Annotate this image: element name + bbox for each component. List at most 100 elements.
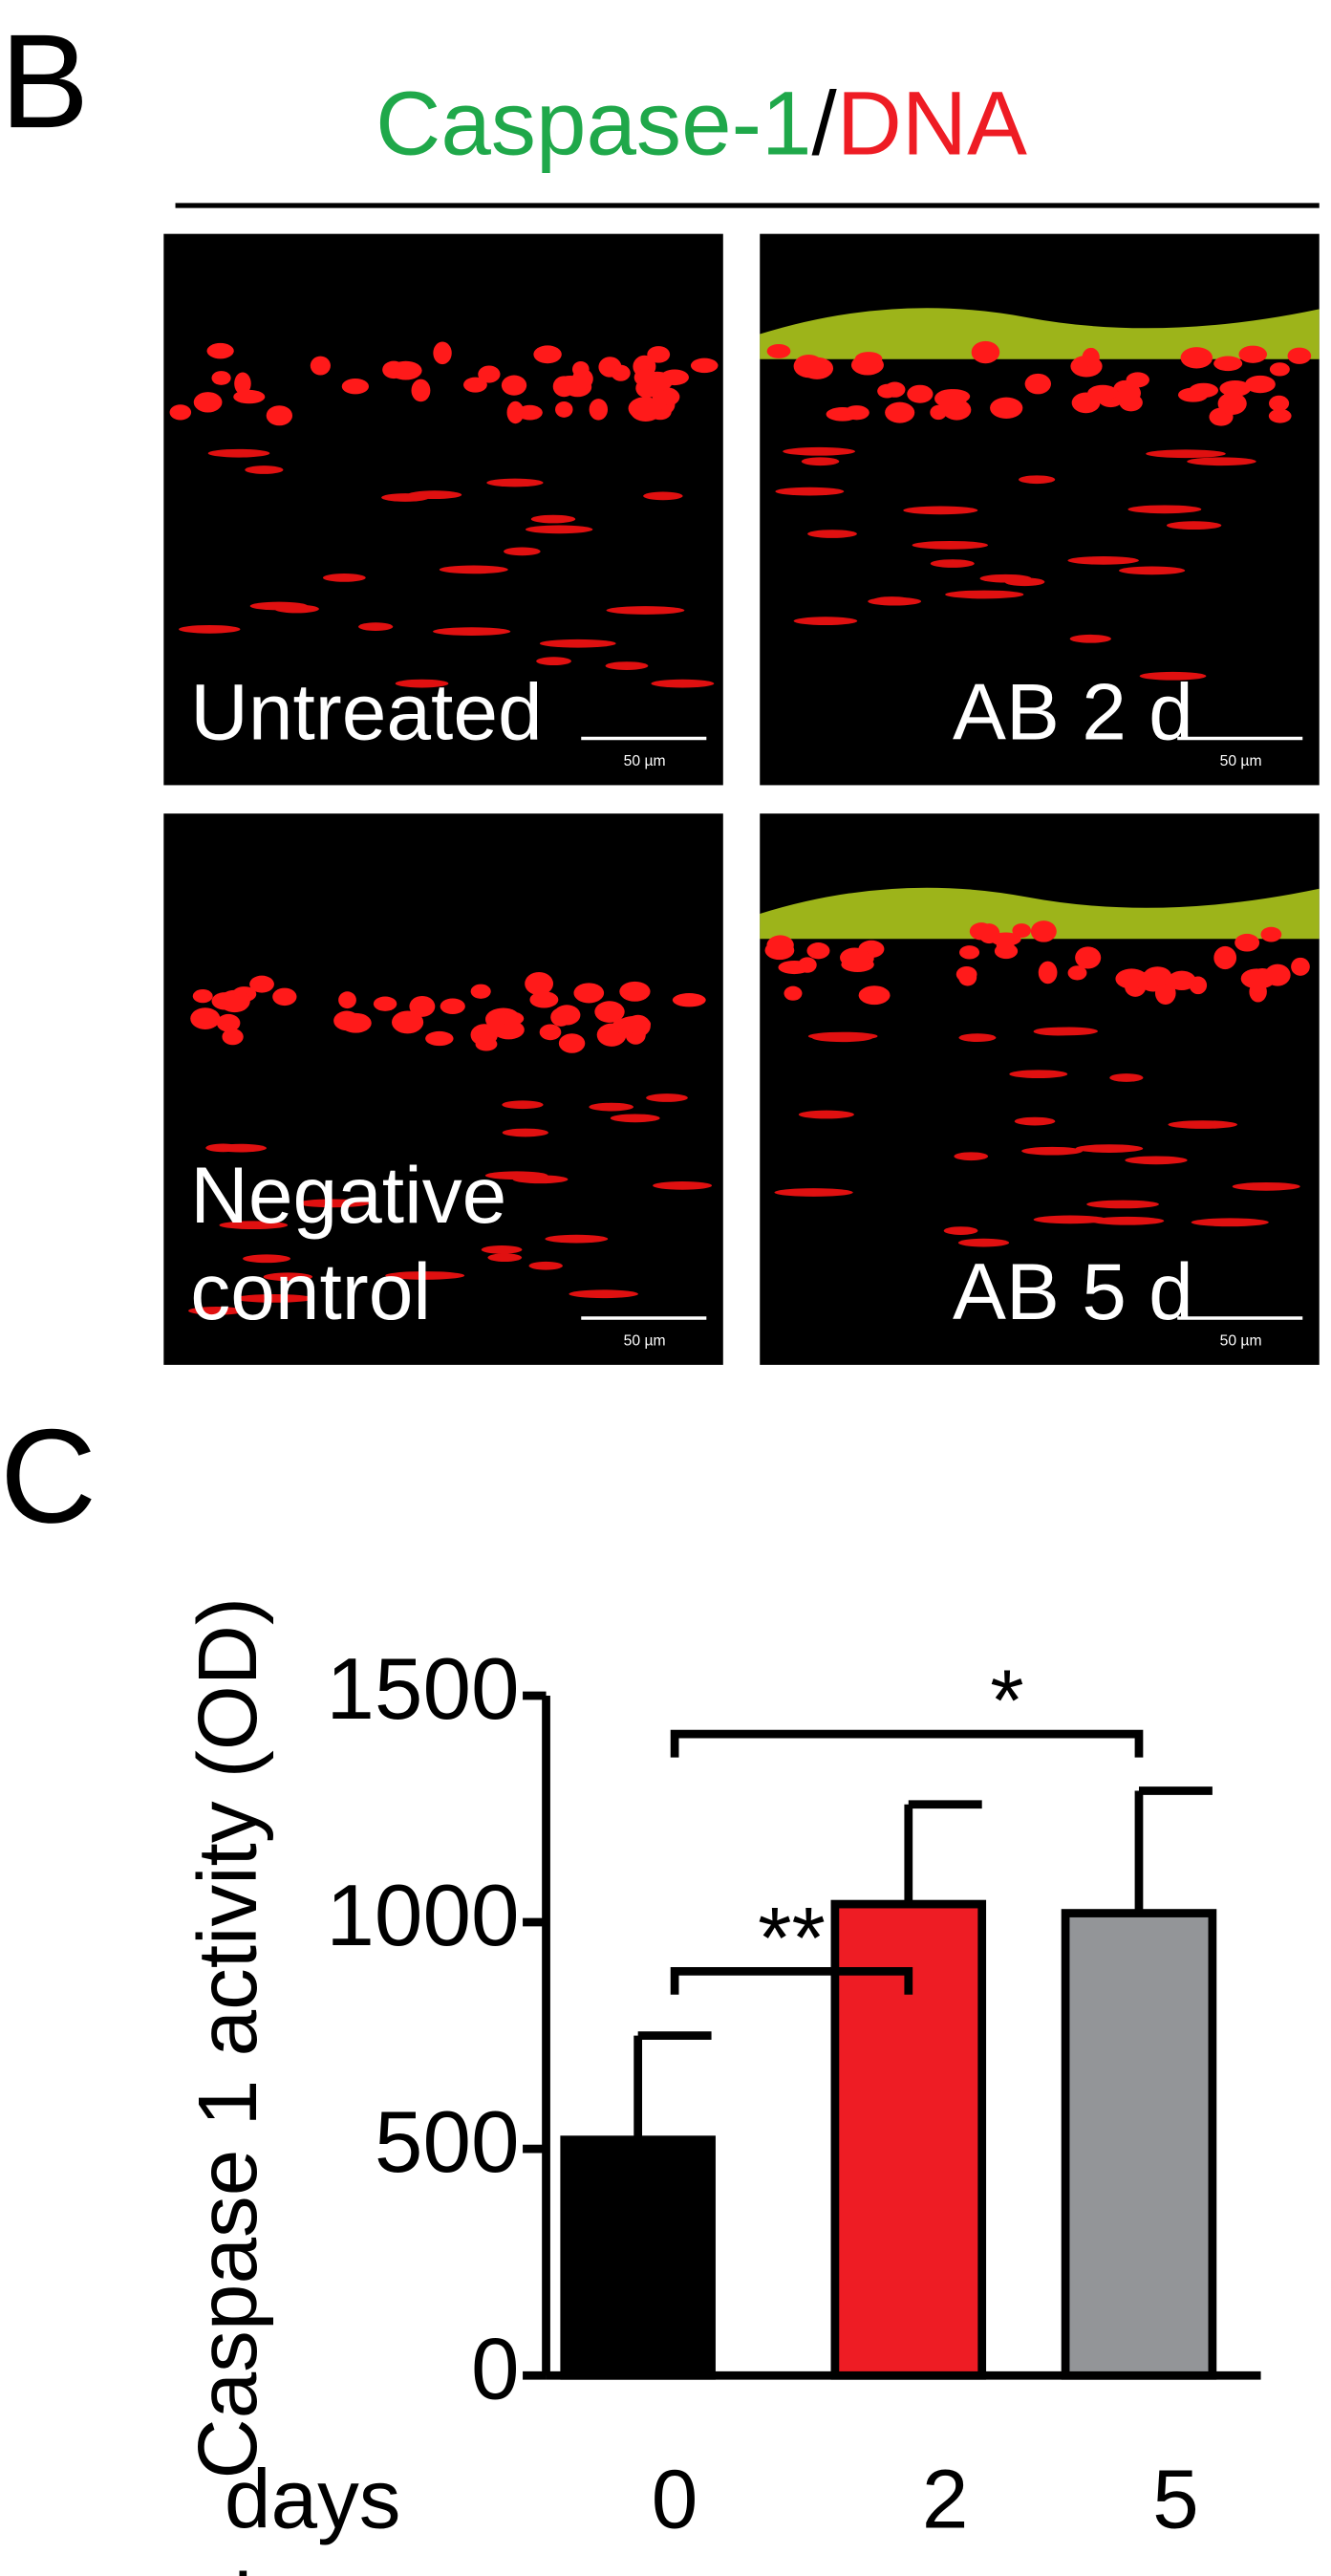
nucleus (395, 679, 449, 688)
significance-label: * (990, 1653, 1023, 1749)
bar (1061, 1909, 1217, 2380)
nucleus (440, 998, 465, 1015)
nucleus (411, 379, 431, 402)
nucleus (219, 1221, 289, 1230)
nucleus (1260, 926, 1282, 942)
row-label: days (225, 2453, 401, 2546)
nucleus (1168, 970, 1196, 990)
nucleus (409, 995, 436, 1017)
nucleus (774, 1188, 853, 1197)
nucleus (930, 559, 975, 568)
nucleus (1264, 963, 1291, 986)
nucleus (990, 397, 1023, 419)
nucleus (536, 657, 571, 666)
nucleus (1219, 379, 1252, 397)
nucleus (1234, 933, 1260, 952)
panel-label: C (0, 1400, 97, 1550)
panel-title: Caspase-1/DNA (376, 73, 1027, 173)
nucleus (263, 1272, 313, 1282)
x-tick-label: + (921, 2556, 970, 2576)
nucleus (492, 1020, 525, 1040)
y-tick-label: 1500 (326, 1641, 519, 1738)
nucleus (382, 360, 406, 379)
nucleus (555, 400, 573, 418)
nucleus (528, 1261, 563, 1270)
nucleus (193, 392, 223, 413)
nucleus (954, 1152, 989, 1161)
nucleus (573, 983, 605, 1004)
nucleus (475, 1037, 498, 1051)
nucleus (530, 514, 576, 524)
nucleus (571, 368, 593, 390)
significance-label: ** (758, 1890, 826, 1986)
nucleus (651, 679, 715, 688)
nucleus (994, 943, 1019, 960)
nucleus (569, 1289, 638, 1299)
nucleus (502, 1128, 548, 1137)
nucleus (206, 342, 234, 359)
nucleus (1143, 966, 1172, 986)
nucleus (439, 565, 508, 574)
nucleus (539, 639, 616, 648)
panel-label: B (0, 6, 89, 156)
nucleus (1291, 957, 1310, 976)
nucleus (433, 341, 452, 365)
nucleus (486, 478, 544, 487)
nucleus (1075, 946, 1102, 969)
nucleus (934, 389, 968, 408)
nucleus (1090, 1216, 1165, 1225)
nucleus (945, 590, 1024, 599)
nucleus (1082, 347, 1100, 368)
nucleus (943, 1226, 978, 1235)
nucleus (339, 1012, 372, 1033)
nucleus (179, 624, 241, 634)
nucleus (930, 404, 947, 421)
nucleus (868, 596, 922, 606)
nucleus (1012, 923, 1032, 939)
nucleus (801, 457, 840, 466)
nucleus (1213, 945, 1237, 970)
nucleus (611, 364, 631, 381)
micrograph-content (188, 971, 713, 1315)
nucleus (274, 604, 319, 614)
micrograph-content (169, 341, 719, 688)
nucleus (1021, 1146, 1084, 1156)
nucleus (373, 996, 397, 1011)
nucleus (341, 378, 369, 395)
nucleus (628, 397, 662, 421)
x-tick-label: 5 (1152, 2453, 1199, 2546)
row-label: burn (234, 2556, 401, 2576)
nucleus (249, 975, 274, 993)
nucleus (216, 1013, 241, 1032)
nucleus (793, 617, 858, 626)
nucleus (266, 405, 293, 426)
nucleus (912, 540, 988, 550)
nucleus (1067, 965, 1087, 981)
nucleus (1125, 1156, 1188, 1165)
nucleus (1232, 1181, 1300, 1191)
nucleus (826, 407, 859, 422)
nucleus (358, 622, 394, 631)
micrograph-content (760, 308, 1320, 681)
nucleus (978, 923, 1000, 944)
nucleus (391, 1010, 424, 1034)
nucleus (903, 506, 978, 515)
nucleus (1191, 1218, 1269, 1227)
nucleus (1067, 556, 1139, 565)
nucleus (517, 404, 543, 421)
nucleus (1024, 373, 1052, 395)
image-label: Negative (190, 1150, 506, 1240)
nucleus (690, 357, 719, 374)
nucleus (1166, 521, 1222, 530)
nucleus (1146, 449, 1226, 459)
nucleus (672, 993, 706, 1007)
nucleus (1040, 1027, 1098, 1036)
nucleus (1115, 968, 1149, 989)
nucleus (959, 945, 980, 960)
nucleus (338, 991, 356, 1009)
x-tick-label: 0 (652, 2453, 698, 2546)
nucleus (1268, 408, 1292, 423)
nucleus (487, 1253, 523, 1263)
nucleus (470, 984, 491, 999)
nucleus (1187, 457, 1256, 466)
